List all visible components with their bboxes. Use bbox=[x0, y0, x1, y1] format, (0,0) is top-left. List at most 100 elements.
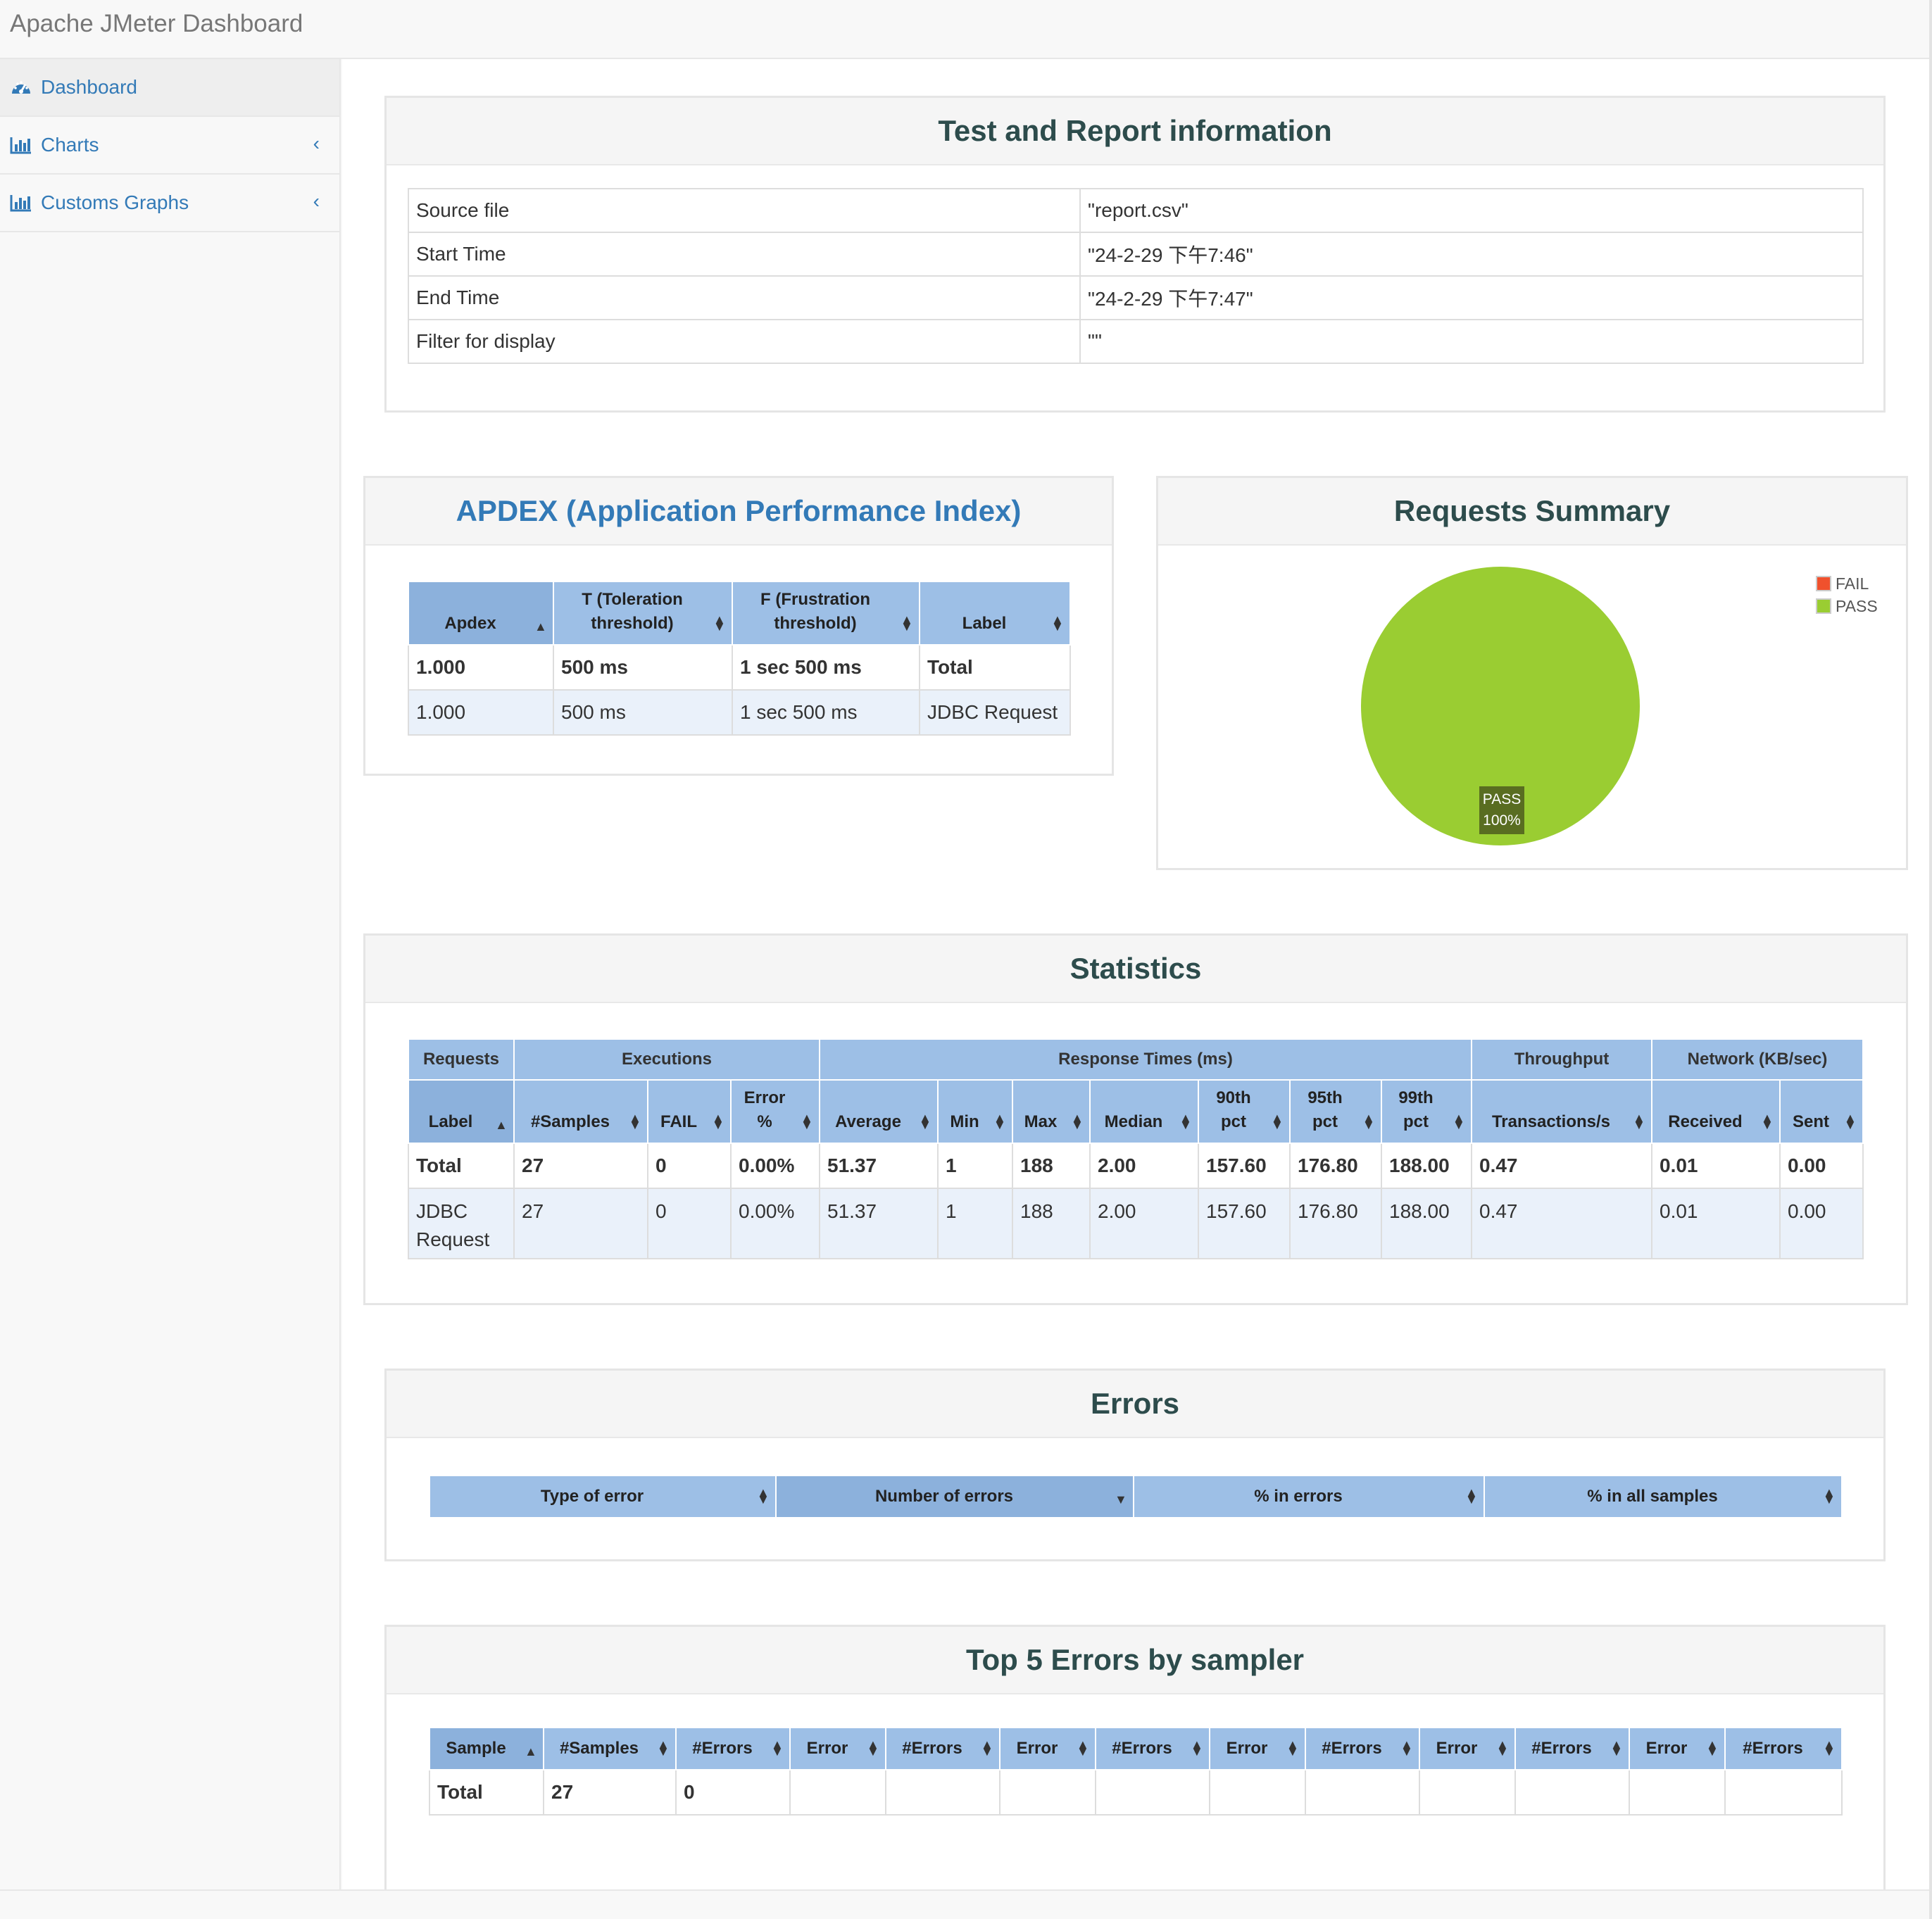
header-label: 99th pct bbox=[1398, 1088, 1434, 1131]
column-header[interactable]: #Samples ▲ ▼ bbox=[543, 1727, 677, 1770]
sort-icon: ▲ ▼ bbox=[993, 1111, 1006, 1132]
table-cell: 0.00 bbox=[1779, 1143, 1864, 1189]
header-label: T (Toleration threshold) bbox=[582, 590, 683, 633]
column-header[interactable]: Error ▲ ▼ bbox=[789, 1727, 886, 1770]
panel-title: Test and Report information bbox=[387, 98, 1883, 165]
table-cell: 1.000 bbox=[408, 689, 554, 736]
column-header-apdex[interactable]: Apdex ▲ bbox=[408, 581, 554, 646]
sort-icon: ▲ ▼ bbox=[801, 1111, 813, 1132]
table-cell bbox=[1514, 1769, 1630, 1816]
legend-item-pass[interactable]: PASS bbox=[1816, 595, 1878, 617]
table-header-row: Apdex ▲ T (Toleration threshold) ▲ ▼ F (Fru… bbox=[408, 581, 1071, 646]
header-label: 95th pct bbox=[1307, 1088, 1343, 1131]
column-header[interactable]: #Errors ▲ ▼ bbox=[1305, 1727, 1420, 1770]
table-cell: 0 bbox=[647, 1188, 732, 1259]
column-header[interactable]: 90th pct ▲ ▼ bbox=[1198, 1079, 1291, 1144]
panel-title: Top 5 Errors by sampler bbox=[387, 1627, 1883, 1694]
panel-title: APDEX (Application Performance Index) bbox=[365, 478, 1112, 546]
column-header-number-of-errors[interactable]: Number of errors ▼ bbox=[775, 1475, 1134, 1518]
column-header[interactable]: Error ▲ ▼ bbox=[999, 1727, 1096, 1770]
column-header[interactable]: 99th pct ▲ ▼ bbox=[1381, 1079, 1472, 1144]
table-cell: 1 bbox=[937, 1188, 1013, 1259]
column-header-label[interactable]: Label ▲ ▼ bbox=[919, 581, 1071, 646]
table-cell bbox=[1305, 1769, 1420, 1816]
sort-icon: ▲ ▼ bbox=[981, 1737, 993, 1758]
header-label: Label bbox=[962, 614, 1007, 633]
header-label: Error bbox=[1436, 1739, 1478, 1758]
column-header[interactable]: Average ▲ ▼ bbox=[819, 1079, 939, 1144]
bar-chart-icon bbox=[10, 137, 31, 154]
column-header[interactable]: Median ▲ ▼ bbox=[1089, 1079, 1199, 1144]
column-header[interactable]: #Errors ▲ ▼ bbox=[1724, 1727, 1843, 1770]
header-label: Label bbox=[428, 1112, 473, 1131]
sort-icon: ▲ ▼ bbox=[1761, 1111, 1774, 1132]
header-label: #Errors bbox=[902, 1739, 962, 1758]
page-scrollbar-track[interactable] bbox=[1929, 0, 1932, 1919]
table-cell bbox=[885, 1769, 1000, 1816]
column-header[interactable]: #Errors ▲ ▼ bbox=[885, 1727, 1000, 1770]
pie-slice-pass[interactable] bbox=[1361, 567, 1640, 845]
sort-icon: ▲ ▼ bbox=[1051, 612, 1064, 634]
column-header[interactable]: Error % ▲ ▼ bbox=[730, 1079, 820, 1144]
column-header-pct-in-all-samples[interactable]: % in all samples ▲ ▼ bbox=[1484, 1475, 1843, 1518]
column-header[interactable]: Error ▲ ▼ bbox=[1209, 1727, 1306, 1770]
column-header[interactable]: Sent ▲ ▼ bbox=[1779, 1079, 1864, 1144]
table-cell bbox=[1209, 1769, 1306, 1816]
table-cell: 176.80 bbox=[1289, 1143, 1382, 1189]
table-cell: 1 sec 500 ms bbox=[732, 689, 920, 736]
column-header[interactable]: 95th pct ▲ ▼ bbox=[1289, 1079, 1382, 1144]
column-header[interactable]: #Samples ▲ ▼ bbox=[513, 1079, 648, 1144]
table-cell: 51.37 bbox=[819, 1143, 939, 1189]
sort-desc-icon: ▼ bbox=[1115, 1492, 1127, 1506]
column-header[interactable]: Transactions/s ▲ ▼ bbox=[1471, 1079, 1652, 1144]
column-header-type-of-error[interactable]: Type of error ▲ ▼ bbox=[429, 1475, 777, 1518]
column-header[interactable]: Error ▲ ▼ bbox=[1419, 1727, 1516, 1770]
sort-icon: ▲ ▼ bbox=[1453, 1111, 1465, 1132]
column-header[interactable]: Min ▲ ▼ bbox=[937, 1079, 1013, 1144]
sidebar-item-charts[interactable]: Charts ‹ bbox=[0, 117, 339, 175]
table-header-row: Type of error ▲ ▼ Number of errors ▼ % in e… bbox=[429, 1475, 1843, 1518]
table-group-header-row: Requests Executions Response Times (ms) … bbox=[408, 1038, 1864, 1081]
table-cell: 2.00 bbox=[1089, 1188, 1199, 1259]
column-header[interactable]: #Errors ▲ ▼ bbox=[1095, 1727, 1210, 1770]
chevron-left-icon[interactable]: ‹ bbox=[313, 190, 320, 212]
column-header[interactable]: Sample ▲ bbox=[429, 1727, 544, 1770]
table-cell: 51.37 bbox=[819, 1188, 939, 1259]
column-header[interactable]: Received ▲ ▼ bbox=[1651, 1079, 1781, 1144]
header-label: % in errors bbox=[1254, 1487, 1343, 1506]
bar-chart-icon bbox=[10, 195, 31, 212]
info-table: Source file "report.csv" Start Time "24-… bbox=[408, 188, 1864, 364]
column-header[interactable]: FAIL ▲ ▼ bbox=[647, 1079, 732, 1144]
header-label: Median bbox=[1104, 1112, 1163, 1131]
column-header[interactable]: #Errors ▲ ▼ bbox=[1514, 1727, 1630, 1770]
table-header-row: Label ▲ #Samples ▲ ▼ FAIL ▲ ▼ Error % ▲ ▼ Average ▲ ▼… bbox=[408, 1079, 1864, 1144]
sort-icon: ▲ ▼ bbox=[1362, 1111, 1375, 1132]
table-cell bbox=[789, 1769, 886, 1816]
column-header-pct-in-errors[interactable]: % in errors ▲ ▼ bbox=[1133, 1475, 1485, 1518]
app-brand[interactable]: Apache JMeter Dashboard bbox=[10, 10, 303, 37]
info-value: "24-2-29 下午7:47" bbox=[1079, 275, 1864, 320]
column-header[interactable]: Label ▲ bbox=[408, 1079, 515, 1144]
sort-asc-icon: ▲ bbox=[534, 619, 547, 634]
legend-item-fail[interactable]: FAIL bbox=[1816, 572, 1878, 595]
table-row: Start Time "24-2-29 下午7:46" bbox=[408, 232, 1864, 277]
chevron-left-icon[interactable]: ‹ bbox=[313, 132, 320, 154]
info-key: Source file bbox=[408, 188, 1081, 233]
table-cell bbox=[999, 1769, 1096, 1816]
column-header[interactable]: Max ▲ ▼ bbox=[1012, 1079, 1091, 1144]
column-header[interactable]: #Errors ▲ ▼ bbox=[675, 1727, 791, 1770]
header-label: Sample bbox=[446, 1739, 506, 1758]
sort-icon: ▲ ▼ bbox=[713, 612, 726, 634]
sidebar-item-customs-graphs[interactable]: Customs Graphs ‹ bbox=[0, 175, 339, 232]
table-cell: 500 ms bbox=[553, 644, 733, 691]
sort-icon: ▲ ▼ bbox=[1610, 1737, 1623, 1758]
column-header[interactable]: Error ▲ ▼ bbox=[1629, 1727, 1726, 1770]
legend-label: FAIL bbox=[1836, 574, 1869, 593]
sort-icon: ▲ ▼ bbox=[919, 1111, 932, 1132]
table-row: Total 27 0 0.00% 51.37 1 188 2.00 157.60 176.80 18… bbox=[408, 1143, 1864, 1189]
sort-icon: ▲ ▼ bbox=[1633, 1111, 1645, 1132]
sort-icon: ▲ ▼ bbox=[1844, 1111, 1857, 1132]
column-header-frustration[interactable]: F (Frustration threshold) ▲ ▼ bbox=[732, 581, 920, 646]
column-header-toleration[interactable]: T (Toleration threshold) ▲ ▼ bbox=[553, 581, 733, 646]
sidebar-item-dashboard[interactable]: Dashboard bbox=[0, 59, 339, 117]
